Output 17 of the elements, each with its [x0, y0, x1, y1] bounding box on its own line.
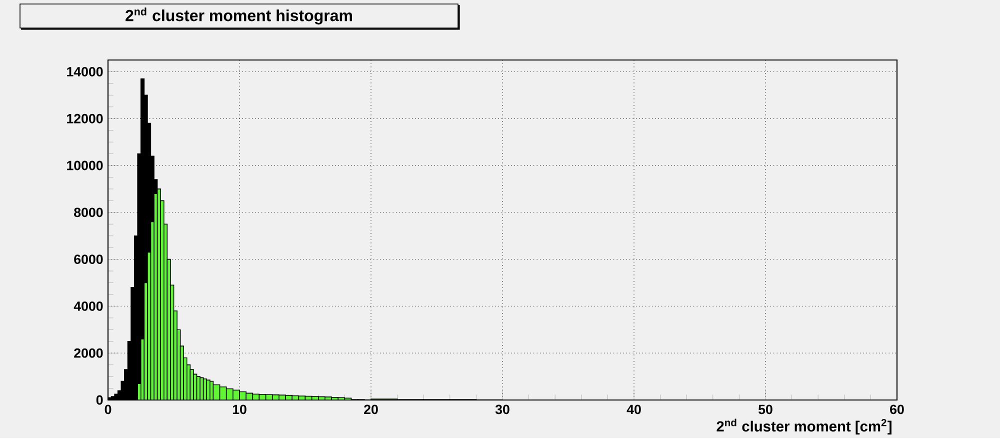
x-tick-label: 0: [104, 404, 112, 414]
y-tick-label: 2000: [74, 348, 103, 358]
x-tick-label: 40: [626, 404, 641, 414]
x-tick-label: 10: [232, 404, 246, 414]
y-tick-label: 4000: [74, 302, 103, 311]
y-tick-label: 14000: [67, 67, 103, 76]
x-tick-label: 20: [364, 404, 378, 414]
y-tick-label: 6000: [74, 254, 103, 264]
x-tick-label: 60: [890, 404, 904, 414]
chart-title: 2$^{nd}$ cluster moment histogram: [126, 8, 352, 24]
x-tick-label: 50: [758, 404, 772, 414]
y-tick-label: 12000: [67, 114, 103, 124]
y-tick-label: 8000: [74, 208, 103, 218]
x-axis-title: 2$^{nd}$ cluster moment [cm$^{2}$]: [716, 418, 892, 434]
y-tick-label: 10000: [67, 160, 103, 170]
x-tick-label: 30: [495, 404, 510, 414]
y-tick-label: 0: [96, 395, 103, 405]
